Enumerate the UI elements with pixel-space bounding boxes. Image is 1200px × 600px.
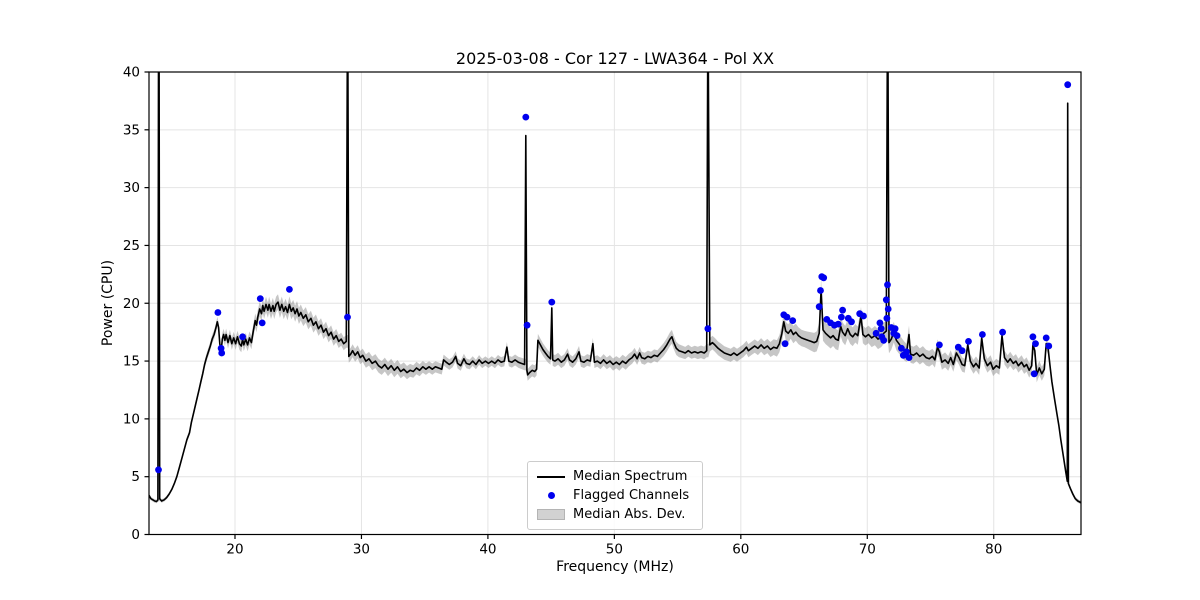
flagged-channel-dot bbox=[704, 325, 712, 333]
flagged-channel-dot bbox=[958, 347, 966, 355]
flagged-channel-dot bbox=[884, 281, 891, 289]
flagged-channel-dot bbox=[884, 305, 892, 313]
flagged-channel-dot bbox=[256, 295, 264, 302]
flagged-channel-dot bbox=[1042, 334, 1050, 342]
flagged-channel-dot bbox=[893, 332, 901, 339]
y-tick-label: 15 bbox=[123, 354, 140, 370]
flagged-channel-dot bbox=[880, 336, 888, 344]
flagged-channel-dot bbox=[1032, 340, 1039, 348]
mad-band bbox=[149, 278, 1081, 505]
y-tick-label: 25 bbox=[123, 238, 140, 254]
flagged-channel-dot bbox=[965, 338, 972, 345]
median-line-swatch bbox=[537, 475, 565, 478]
flagged-channel-dot bbox=[860, 312, 867, 320]
flagged-channel-dot bbox=[999, 328, 1006, 336]
flagged-channel-dot bbox=[815, 303, 823, 311]
x-tick-label: 80 bbox=[985, 542, 1002, 558]
flagged-channel-dot bbox=[789, 317, 797, 324]
flagged-channel-dot bbox=[936, 341, 943, 349]
y-tick-label: 10 bbox=[123, 411, 140, 427]
flagged-channel-dot bbox=[239, 333, 247, 341]
x-tick-label: 50 bbox=[606, 542, 623, 558]
y-tick-label: 5 bbox=[131, 469, 140, 485]
flagged-channel-dot bbox=[905, 354, 913, 361]
flagged-channel-dot bbox=[882, 296, 890, 304]
x-tick-label: 40 bbox=[479, 542, 496, 558]
flagged-channel-dot bbox=[838, 313, 845, 321]
flagged-channel-dot bbox=[258, 319, 266, 327]
y-axis-label: Power (CPU) bbox=[100, 259, 116, 347]
flagged-channel-dot bbox=[872, 329, 880, 337]
y-tick-label: 20 bbox=[123, 296, 140, 312]
y-tick-label: 30 bbox=[123, 180, 140, 196]
flagged-channel-dot bbox=[903, 348, 910, 356]
flagged-channel-dot bbox=[155, 466, 162, 474]
x-tick-label: 70 bbox=[859, 542, 876, 558]
median-spectrum-line bbox=[149, 72, 1081, 504]
flagged-channel-dot bbox=[898, 344, 905, 352]
x-tick-label: 60 bbox=[732, 542, 749, 558]
legend: Median Spectrum Flagged Channels Median … bbox=[527, 461, 703, 530]
flagged-channel-dot bbox=[1045, 342, 1053, 350]
flagged-channel-dot bbox=[817, 287, 824, 294]
legend-label: Flagged Channels bbox=[573, 488, 690, 503]
flagged-channel-dot bbox=[344, 313, 351, 321]
flagged-channel-dot bbox=[820, 274, 828, 282]
legend-label: Median Abs. Dev. bbox=[573, 507, 686, 522]
flagged-channel-dot bbox=[839, 306, 846, 314]
flagged-channel-dot bbox=[781, 340, 789, 348]
flagged-channel-dot bbox=[214, 309, 222, 316]
flagged-channel-dot bbox=[877, 325, 885, 333]
legend-item-median-abs-dev: Median Abs. Dev. bbox=[537, 505, 693, 524]
flagged-channel-dot bbox=[1064, 81, 1072, 89]
y-tick-label: 0 bbox=[131, 527, 140, 543]
flagged-channel-dot bbox=[891, 325, 899, 333]
flagged-dot-swatch bbox=[537, 492, 565, 499]
flagged-channel-dot bbox=[286, 286, 293, 293]
flagged-channel-dot bbox=[883, 314, 891, 322]
flagged-channel-dot bbox=[548, 298, 556, 306]
y-tick-label: 35 bbox=[123, 122, 140, 138]
mad-patch-swatch bbox=[537, 509, 565, 520]
y-tick-label: 40 bbox=[123, 65, 140, 81]
x-tick-label: 20 bbox=[226, 542, 243, 558]
x-tick-label: 30 bbox=[353, 542, 370, 558]
flagged-channel-dot bbox=[1030, 370, 1038, 378]
chart-title: 2025-03-08 - Cor 127 - LWA364 - Pol XX bbox=[455, 49, 775, 68]
flagged-channel-dot bbox=[218, 349, 226, 357]
legend-label: Median Spectrum bbox=[573, 469, 688, 484]
flagged-channel-dot bbox=[783, 313, 791, 321]
flagged-channel-dot bbox=[876, 319, 884, 327]
x-axis-label: Frequency (MHz) bbox=[556, 559, 674, 575]
legend-item-median-spectrum: Median Spectrum bbox=[537, 467, 693, 486]
flagged-channel-dot bbox=[834, 320, 842, 328]
legend-item-flagged-channels: Flagged Channels bbox=[537, 486, 693, 505]
flagged-channel-dot bbox=[848, 318, 855, 326]
flagged-channel-dot bbox=[522, 113, 530, 121]
flagged-channel-dot bbox=[979, 331, 986, 338]
flagged-channel-dot bbox=[523, 321, 531, 329]
flagged-channel-dot bbox=[1029, 333, 1037, 341]
